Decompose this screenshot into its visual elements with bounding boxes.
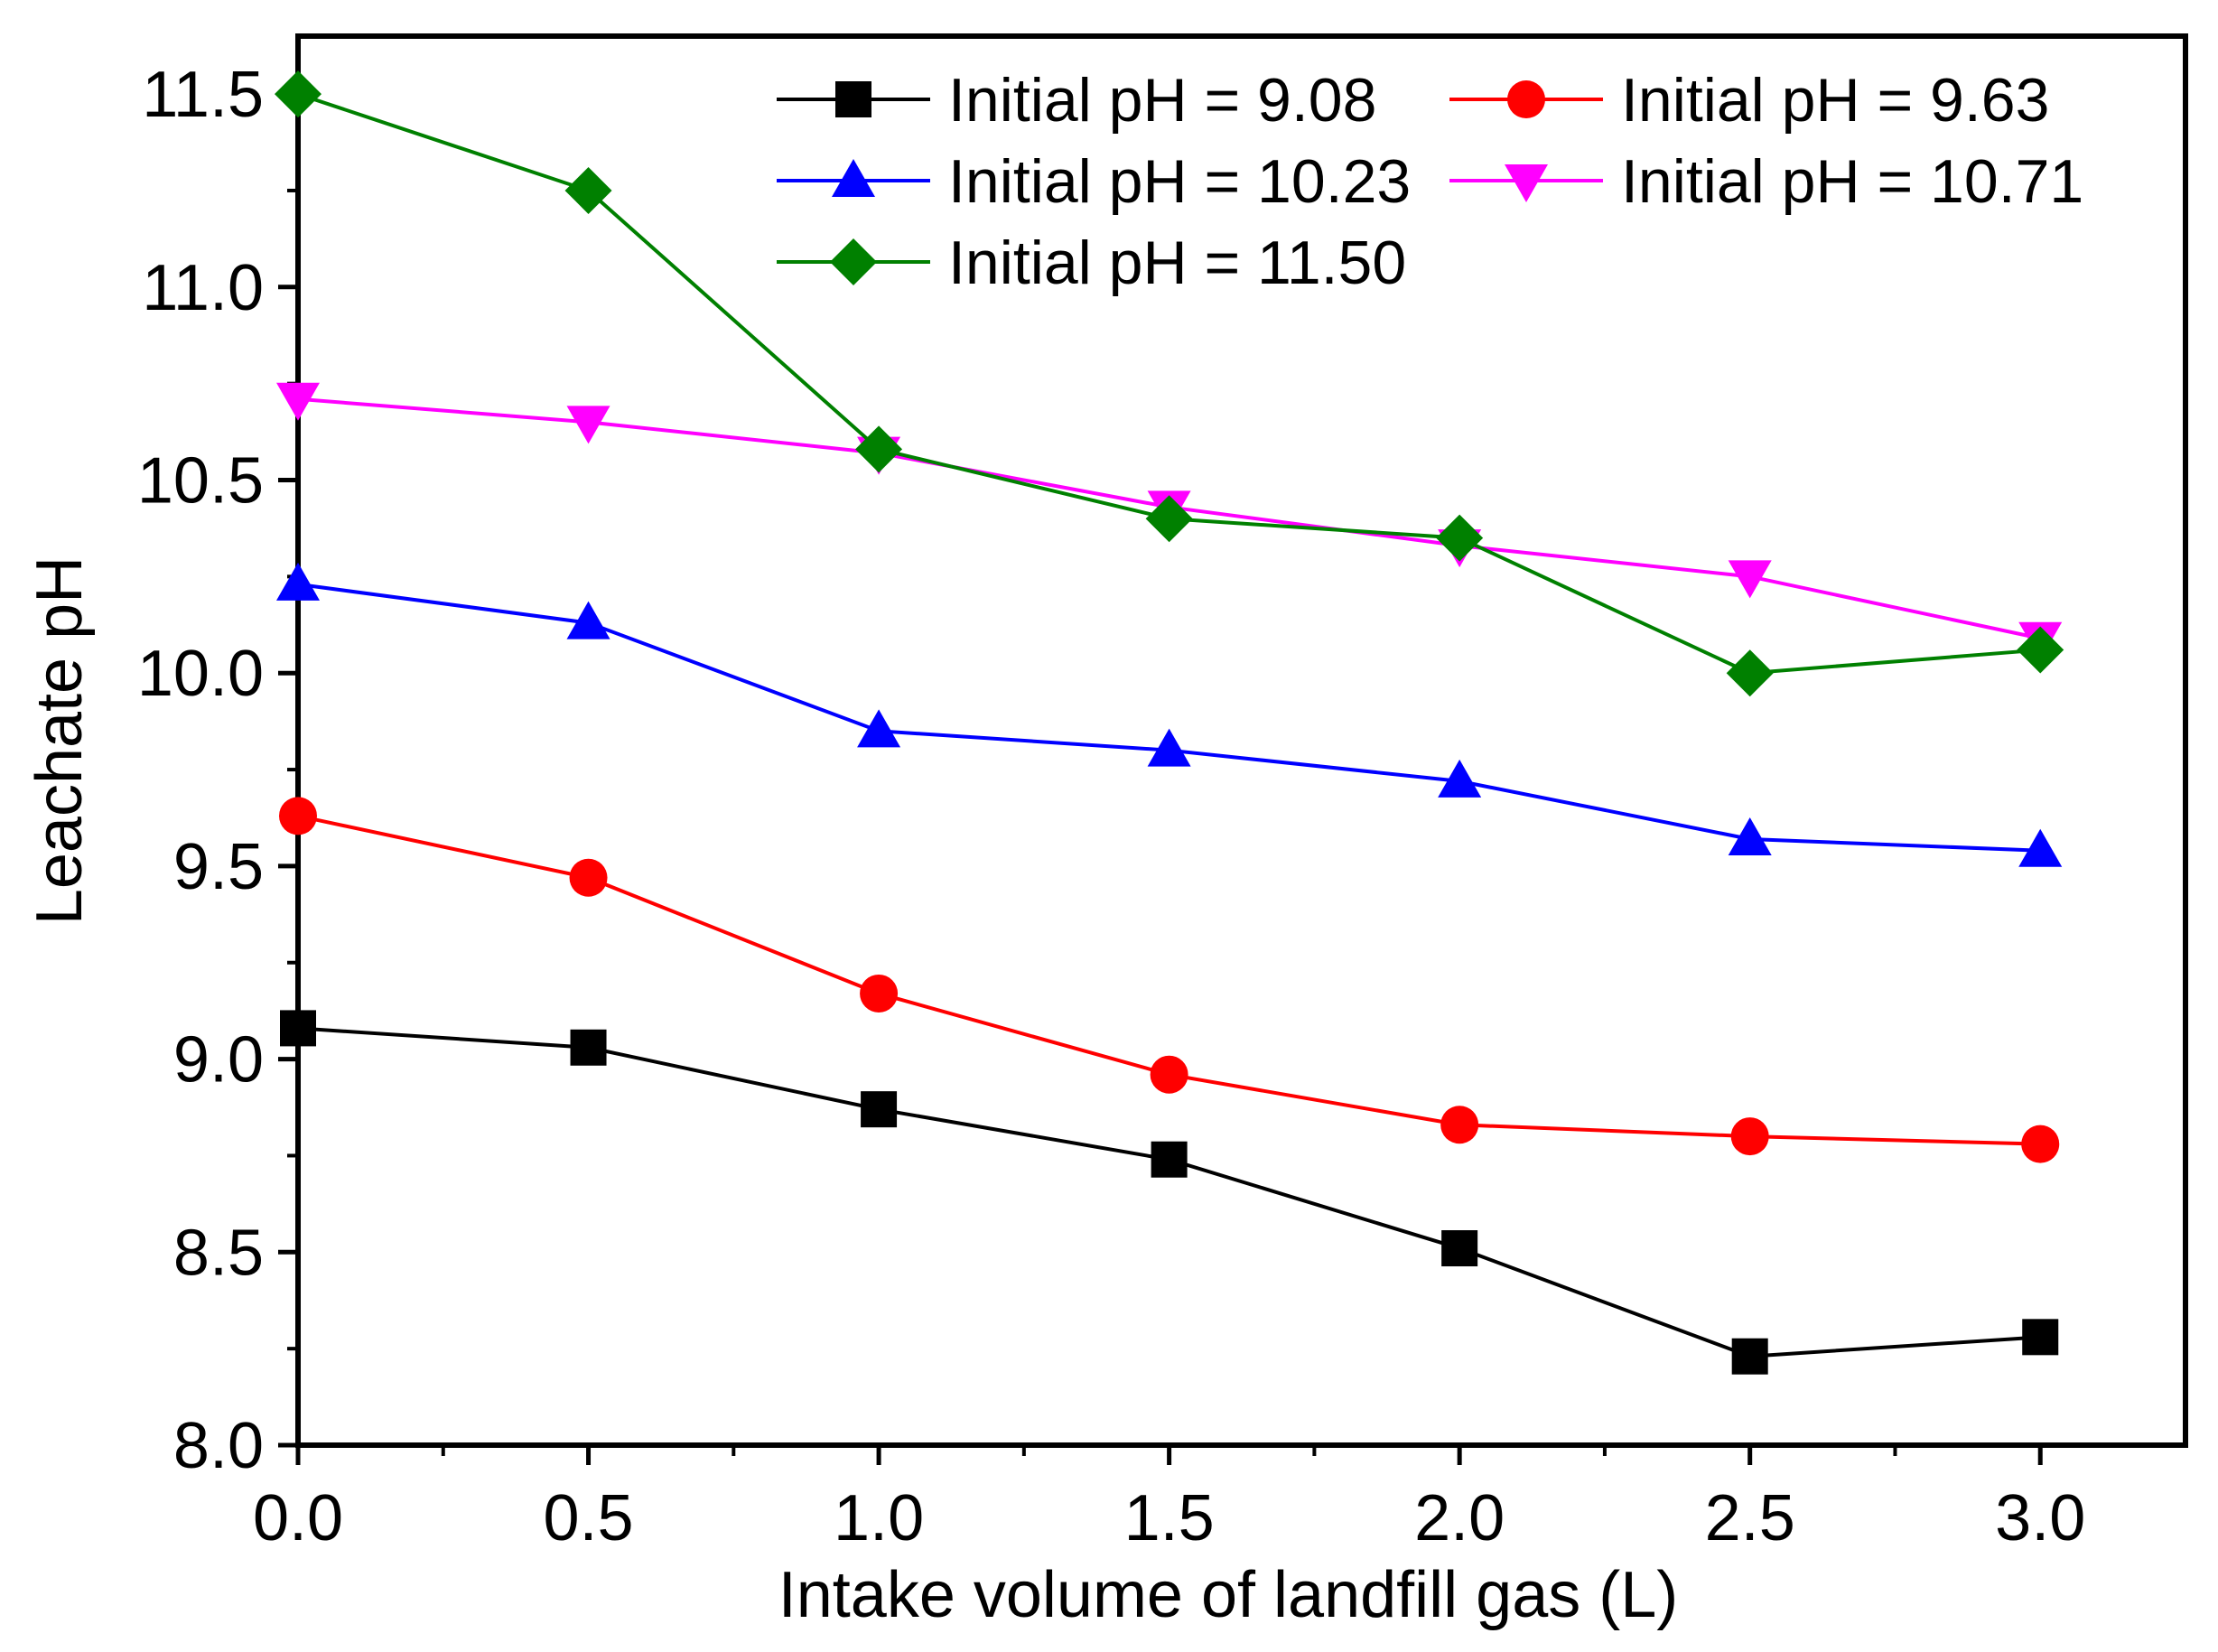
legend-label: Initial pH = 9.63 [1621, 66, 2049, 135]
series-layer [275, 70, 2064, 1375]
data-point [1728, 817, 1772, 855]
y-tick-label: 9.5 [173, 831, 264, 903]
legend-entry: Initial pH = 9.08 [777, 66, 1376, 135]
data-point [1726, 649, 1774, 697]
data-point [1151, 1141, 1188, 1178]
data-point [1150, 1055, 1188, 1094]
x-tick-label: 1.5 [1124, 1482, 1215, 1554]
data-point [2022, 1319, 2059, 1356]
data-point [564, 166, 612, 214]
legend-marker [832, 159, 875, 197]
plot-frame [295, 33, 2188, 1448]
series-1 [280, 1010, 2059, 1375]
data-point [857, 709, 901, 748]
y-tick-label: 9.0 [173, 1024, 264, 1097]
data-point [1438, 759, 1482, 798]
data-point [570, 1029, 607, 1066]
data-point [860, 974, 899, 1013]
x-tick-label: 0.0 [253, 1482, 343, 1554]
data-point [1436, 514, 1484, 562]
series-2 [279, 797, 2060, 1163]
y-tick-label: 11.0 [142, 252, 264, 324]
legend-entry: Initial pH = 9.63 [1449, 66, 2049, 135]
data-point [1730, 1117, 1769, 1156]
legend-entry: Initial pH = 10.71 [1449, 147, 2083, 216]
x-tick-label: 2.5 [1705, 1482, 1795, 1554]
legend: Initial pH = 9.08 Initial pH = 9.63 Initia… [777, 66, 2083, 297]
data-point [275, 70, 322, 118]
y-tick-label: 8.0 [173, 1410, 264, 1482]
y-axis-title: Leachate pH [23, 556, 96, 925]
x-tick-label: 1.0 [834, 1482, 924, 1554]
data-point [280, 1010, 316, 1047]
data-point [276, 382, 320, 421]
y-tick-label: 8.5 [173, 1217, 264, 1289]
data-point [2021, 1125, 2060, 1163]
data-point [861, 1091, 898, 1128]
data-point [1147, 728, 1191, 767]
series-line [297, 814, 2041, 1146]
data-point [566, 406, 610, 444]
x-axis: 0.0 0.5 1.0 1.5 2.0 2.5 3.0 [253, 1445, 2085, 1554]
data-point [279, 797, 317, 835]
data-point [569, 858, 608, 897]
data-point [1728, 560, 1772, 599]
legend-marker [1505, 164, 1548, 202]
data-point [1440, 1106, 1479, 1144]
legend-label: Initial pH = 11.50 [948, 229, 1406, 297]
legend-marker [1507, 80, 1545, 118]
data-point [1441, 1230, 1478, 1267]
x-tick-label: 0.5 [543, 1482, 633, 1554]
x-tick-label: 2.0 [1414, 1482, 1505, 1554]
legend-label: Initial pH = 9.08 [948, 66, 1376, 135]
legend-entry: Initial pH = 11.50 [777, 229, 1406, 297]
data-point [1145, 495, 1193, 543]
legend-label: Initial pH = 10.23 [948, 147, 1411, 216]
data-point [2017, 626, 2064, 674]
y-axis: 8.0 8.5 9.0 9.5 10.0 10.5 11.0 11.5 [137, 59, 298, 1482]
legend-marker [835, 81, 871, 117]
data-point [2018, 828, 2063, 867]
series-5 [275, 70, 2064, 697]
y-tick-label: 10.0 [137, 638, 264, 710]
y-tick-label: 11.5 [142, 59, 264, 131]
series-line [297, 582, 2041, 853]
data-point [276, 562, 320, 601]
legend-marker [830, 238, 877, 285]
series-3 [276, 562, 2063, 867]
legend-entry: Initial pH = 10.23 [777, 147, 1411, 216]
legend-label: Initial pH = 10.71 [1621, 147, 2083, 216]
data-point [566, 601, 610, 639]
y-tick-label: 10.5 [137, 445, 264, 518]
data-point [1731, 1338, 1768, 1375]
x-axis-title: Intake volume of landfill gas (L) [778, 1559, 1679, 1631]
x-tick-label: 3.0 [1995, 1482, 2085, 1554]
data-point [855, 425, 903, 473]
